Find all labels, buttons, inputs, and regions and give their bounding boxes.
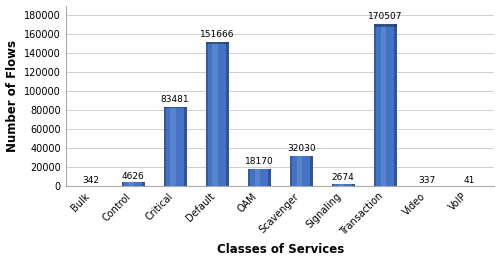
Bar	[394, 24, 396, 186]
Bar	[206, 42, 229, 44]
Text: 337: 337	[418, 176, 436, 185]
Text: 41: 41	[464, 176, 475, 185]
Bar	[248, 169, 270, 186]
Bar	[290, 156, 292, 186]
Y-axis label: Number of Flows: Number of Flows	[6, 40, 18, 152]
X-axis label: Classes of Services: Classes of Services	[216, 243, 344, 256]
Bar	[268, 169, 270, 186]
Bar	[374, 24, 396, 26]
Bar	[184, 107, 186, 186]
Bar	[212, 42, 218, 186]
Text: 170507: 170507	[368, 12, 402, 21]
Bar	[416, 186, 439, 187]
Text: 2674: 2674	[332, 173, 354, 182]
Bar	[170, 107, 176, 186]
Text: 83481: 83481	[161, 95, 190, 104]
Bar	[254, 169, 260, 186]
Bar	[164, 107, 186, 108]
Text: 32030: 32030	[287, 144, 316, 153]
Bar	[380, 24, 386, 186]
Text: 4626: 4626	[122, 172, 144, 181]
Bar	[206, 42, 229, 186]
Text: 342: 342	[82, 176, 100, 185]
Bar	[122, 182, 124, 186]
Bar	[374, 24, 396, 186]
Bar	[164, 107, 166, 186]
Text: 151666: 151666	[200, 30, 234, 39]
Bar	[458, 186, 481, 187]
Bar	[310, 156, 312, 186]
Bar	[352, 184, 354, 186]
Bar	[164, 107, 186, 186]
Bar	[248, 169, 250, 186]
Bar	[226, 42, 228, 186]
Bar	[80, 186, 102, 187]
Bar	[332, 184, 354, 186]
Bar	[142, 182, 144, 186]
Bar	[296, 156, 302, 186]
Bar	[122, 182, 144, 186]
Bar	[290, 156, 312, 186]
Bar	[338, 184, 344, 186]
Text: 18170: 18170	[245, 157, 274, 166]
Bar	[374, 24, 376, 186]
Bar	[206, 42, 208, 186]
Bar	[128, 182, 134, 186]
Bar	[332, 184, 334, 186]
